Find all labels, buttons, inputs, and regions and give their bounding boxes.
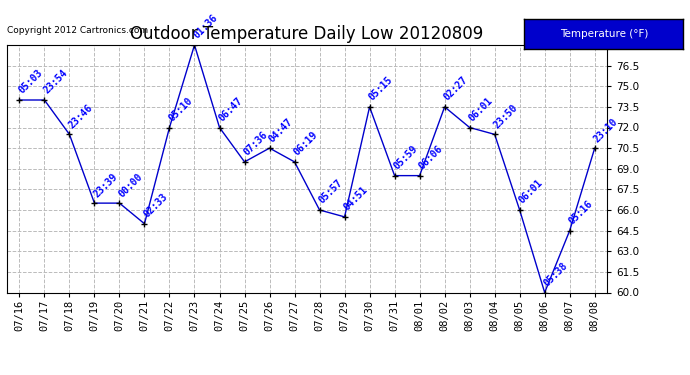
Text: 04:51: 04:51 bbox=[342, 185, 370, 213]
Text: 06:01: 06:01 bbox=[466, 96, 495, 123]
Text: 23:39: 23:39 bbox=[92, 171, 119, 199]
Text: 01:36: 01:36 bbox=[192, 13, 219, 41]
Text: 23:10: 23:10 bbox=[592, 116, 620, 144]
Text: Temperature (°F): Temperature (°F) bbox=[560, 29, 648, 39]
Text: 06:06: 06:06 bbox=[417, 144, 444, 171]
Text: 05:38: 05:38 bbox=[542, 261, 570, 288]
Text: 04:47: 04:47 bbox=[266, 116, 295, 144]
Text: 06:47: 06:47 bbox=[217, 96, 244, 123]
Text: 02:27: 02:27 bbox=[442, 75, 470, 103]
Text: 23:54: 23:54 bbox=[41, 68, 70, 96]
Text: Copyright 2012 Cartronics.com: Copyright 2012 Cartronics.com bbox=[7, 26, 148, 35]
Text: 05:57: 05:57 bbox=[317, 178, 344, 206]
Text: 23:50: 23:50 bbox=[492, 102, 520, 130]
Text: 05:59: 05:59 bbox=[392, 144, 420, 171]
Text: 06:19: 06:19 bbox=[292, 130, 319, 158]
Text: 05:03: 05:03 bbox=[17, 68, 44, 96]
Text: 07:36: 07:36 bbox=[241, 130, 270, 158]
Title: Outdoor Temperature Daily Low 20120809: Outdoor Temperature Daily Low 20120809 bbox=[130, 26, 484, 44]
Text: 05:10: 05:10 bbox=[166, 96, 195, 123]
Text: 02:33: 02:33 bbox=[141, 192, 170, 220]
Text: 05:15: 05:15 bbox=[366, 75, 395, 103]
Text: 23:46: 23:46 bbox=[66, 102, 95, 130]
Text: 06:01: 06:01 bbox=[517, 178, 544, 206]
Text: 05:16: 05:16 bbox=[566, 199, 595, 226]
Text: 00:00: 00:00 bbox=[117, 171, 144, 199]
